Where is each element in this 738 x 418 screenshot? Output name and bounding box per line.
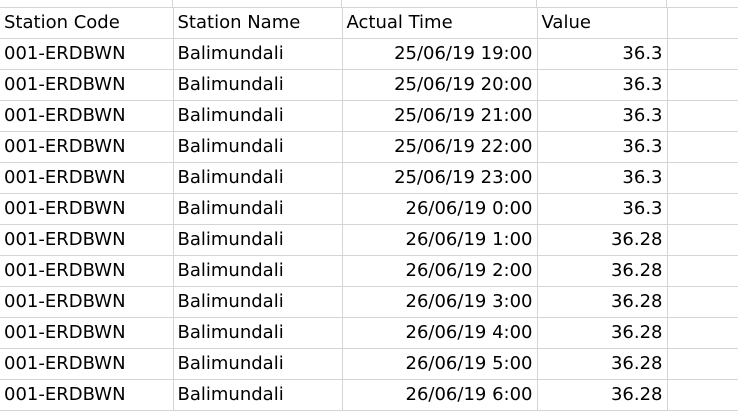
value-cell[interactable]: 36.28 <box>537 348 668 380</box>
station-code-cell[interactable]: 001-ERDBWN <box>0 224 174 256</box>
table-row: 001-ERDBWN Balimundali 26/06/19 6:00 36.28 <box>0 379 738 411</box>
value-cell[interactable]: 36.3 <box>537 131 668 163</box>
station-name-cell[interactable]: Balimundali <box>173 317 343 349</box>
header-cell-station-name[interactable]: Station Name <box>173 7 343 39</box>
table-row: 001-ERDBWN Balimundali 25/06/19 22:00 36.3 <box>0 131 738 163</box>
empty-cell[interactable] <box>667 255 738 287</box>
empty-cell[interactable] <box>667 224 738 256</box>
column-gridline-strip <box>0 0 738 7</box>
value-cell[interactable]: 36.3 <box>537 100 668 132</box>
table-row: 001-ERDBWN Balimundali 26/06/19 2:00 36.28 <box>0 255 738 287</box>
value-cell[interactable]: 36.3 <box>537 38 668 70</box>
empty-cell[interactable] <box>667 193 738 225</box>
actual-time-cell[interactable]: 25/06/19 23:00 <box>342 162 538 194</box>
gridline <box>0 0 667 7</box>
table-row: 001-ERDBWN Balimundali 25/06/19 21:00 36.3 <box>0 100 738 132</box>
station-code-cell[interactable]: 001-ERDBWN <box>0 131 174 163</box>
actual-time-cell[interactable]: 26/06/19 2:00 <box>342 255 538 287</box>
empty-cell[interactable] <box>667 38 738 70</box>
table-row: 001-ERDBWN Balimundali 25/06/19 23:00 36.3 <box>0 162 738 194</box>
station-code-cell[interactable]: 001-ERDBWN <box>0 255 174 287</box>
empty-cell[interactable] <box>667 348 738 380</box>
station-name-cell[interactable]: Balimundali <box>173 38 343 70</box>
station-code-cell[interactable]: 001-ERDBWN <box>0 38 174 70</box>
empty-cell[interactable] <box>667 131 738 163</box>
actual-time-cell[interactable]: 26/06/19 6:00 <box>342 379 538 411</box>
header-cell-value[interactable]: Value <box>537 7 668 39</box>
station-code-cell[interactable]: 001-ERDBWN <box>0 193 174 225</box>
empty-cell[interactable] <box>667 317 738 349</box>
station-name-cell[interactable]: Balimundali <box>173 100 343 132</box>
value-cell[interactable]: 36.3 <box>537 69 668 101</box>
empty-cell[interactable] <box>667 100 738 132</box>
actual-time-cell[interactable]: 26/06/19 4:00 <box>342 317 538 349</box>
table-row: 001-ERDBWN Balimundali 25/06/19 19:00 36.3 <box>0 38 738 70</box>
empty-cell[interactable] <box>667 379 738 411</box>
actual-time-cell[interactable]: 25/06/19 22:00 <box>342 131 538 163</box>
actual-time-cell[interactable]: 25/06/19 20:00 <box>342 69 538 101</box>
actual-time-cell[interactable]: 26/06/19 0:00 <box>342 193 538 225</box>
station-name-cell[interactable]: Balimundali <box>173 193 343 225</box>
station-name-cell[interactable]: Balimundali <box>173 162 343 194</box>
table-row: 001-ERDBWN Balimundali 26/06/19 5:00 36.28 <box>0 348 738 380</box>
station-code-cell[interactable]: 001-ERDBWN <box>0 100 174 132</box>
table-row: 001-ERDBWN Balimundali 26/06/19 3:00 36.28 <box>0 286 738 318</box>
station-name-cell[interactable]: Balimundali <box>173 348 343 380</box>
value-cell[interactable]: 36.3 <box>537 162 668 194</box>
actual-time-cell[interactable]: 26/06/19 5:00 <box>342 348 538 380</box>
value-cell[interactable]: 36.28 <box>537 255 668 287</box>
station-name-cell[interactable]: Balimundali <box>173 69 343 101</box>
empty-cell[interactable] <box>667 286 738 318</box>
actual-time-cell[interactable]: 25/06/19 19:00 <box>342 38 538 70</box>
station-code-cell[interactable]: 001-ERDBWN <box>0 69 174 101</box>
header-row: Station Code Station Name Actual Time Va… <box>0 7 738 39</box>
station-code-cell[interactable]: 001-ERDBWN <box>0 162 174 194</box>
gridline <box>0 0 537 7</box>
station-code-cell[interactable]: 001-ERDBWN <box>0 286 174 318</box>
header-cell-actual-time[interactable]: Actual Time <box>342 7 538 39</box>
station-code-cell[interactable]: 001-ERDBWN <box>0 348 174 380</box>
gridline <box>0 0 173 7</box>
table-row: 001-ERDBWN Balimundali 25/06/19 20:00 36.3 <box>0 69 738 101</box>
table-row: 001-ERDBWN Balimundali 26/06/19 4:00 36.28 <box>0 317 738 349</box>
value-cell[interactable]: 36.28 <box>537 224 668 256</box>
station-name-cell[interactable]: Balimundali <box>173 131 343 163</box>
header-cell-station-code[interactable]: Station Code <box>0 7 174 39</box>
actual-time-cell[interactable]: 25/06/19 21:00 <box>342 100 538 132</box>
value-cell[interactable]: 36.28 <box>537 379 668 411</box>
table-row: 001-ERDBWN Balimundali 26/06/19 1:00 36.28 <box>0 224 738 256</box>
station-name-cell[interactable]: Balimundali <box>173 255 343 287</box>
table-body: Station Code Station Name Actual Time Va… <box>0 7 738 411</box>
table-row: 001-ERDBWN Balimundali 26/06/19 0:00 36.3 <box>0 193 738 225</box>
value-cell[interactable]: 36.3 <box>537 193 668 225</box>
data-table: Station Code Station Name Actual Time Va… <box>0 7 738 411</box>
station-code-cell[interactable]: 001-ERDBWN <box>0 379 174 411</box>
empty-cell[interactable] <box>667 162 738 194</box>
station-name-cell[interactable]: Balimundali <box>173 224 343 256</box>
value-cell[interactable]: 36.28 <box>537 286 668 318</box>
value-cell[interactable]: 36.28 <box>537 317 668 349</box>
station-name-cell[interactable]: Balimundali <box>173 286 343 318</box>
empty-cell[interactable] <box>667 7 738 39</box>
empty-cell[interactable] <box>667 69 738 101</box>
station-code-cell[interactable]: 001-ERDBWN <box>0 317 174 349</box>
actual-time-cell[interactable]: 26/06/19 3:00 <box>342 286 538 318</box>
actual-time-cell[interactable]: 26/06/19 1:00 <box>342 224 538 256</box>
gridline <box>0 0 342 7</box>
station-name-cell[interactable]: Balimundali <box>173 379 343 411</box>
